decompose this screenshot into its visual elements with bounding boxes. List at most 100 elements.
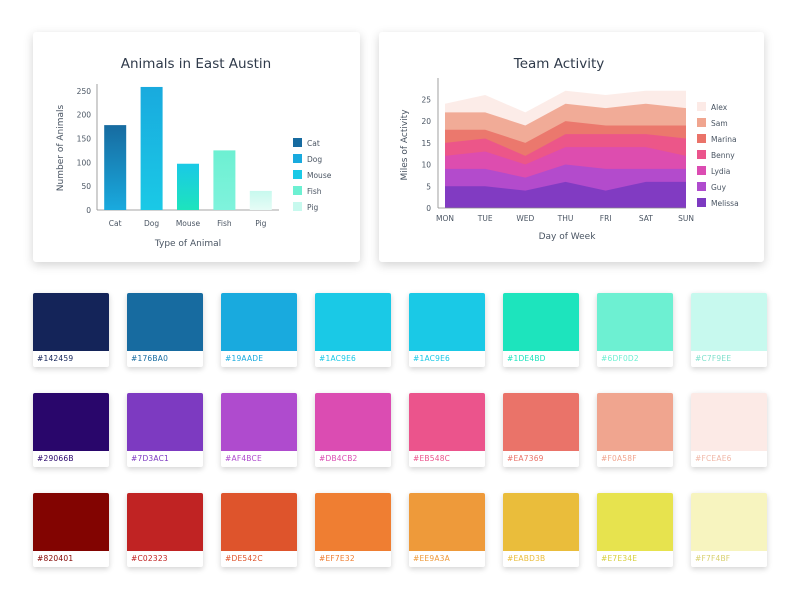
- legend-label: Melissa: [711, 199, 739, 208]
- color-swatch: #1AC9E6: [315, 293, 391, 367]
- swatch-hex-label: #176BA0: [131, 354, 169, 363]
- y-tick-label: 5: [426, 182, 431, 191]
- swatch-hex-label: #E7E34E: [601, 554, 638, 563]
- swatch-hex-label: #1AC9E6: [413, 354, 450, 363]
- swatch-hex-label: #7D3AC1: [131, 454, 170, 463]
- swatch-chip: [315, 393, 391, 451]
- color-swatch: #EABD3B: [503, 493, 579, 567]
- x-tick-label: Mouse: [176, 219, 201, 228]
- swatch-hex-label: #1AC9E6: [319, 354, 356, 363]
- swatch-hex-label: #1DE4BD: [507, 354, 546, 363]
- legend-swatch: [293, 186, 302, 195]
- swatch-hex-label: #F0A58F: [601, 454, 637, 463]
- color-swatch: #AF4BCE: [221, 393, 297, 467]
- bar-mouse: [177, 163, 199, 210]
- legend-swatch: [697, 166, 706, 175]
- y-tick-label: 0: [426, 204, 431, 213]
- color-swatch: #FCEAE6: [691, 393, 767, 467]
- x-tick-label: FRI: [600, 214, 612, 223]
- y-tick-label: 250: [77, 87, 92, 96]
- x-tick-label: SUN: [678, 214, 694, 223]
- bar-cat: [104, 125, 127, 210]
- legend-swatch: [293, 202, 302, 211]
- swatch-chip: [691, 393, 767, 451]
- color-swatch: #29066B: [33, 393, 109, 467]
- color-swatch: #7D3AC1: [127, 393, 203, 467]
- y-tick-label: 20: [421, 117, 431, 126]
- legend-label: Sam: [711, 119, 728, 128]
- color-swatch: #E7E34E: [597, 493, 673, 567]
- legend-label: Dog: [307, 155, 322, 164]
- swatch-hex-label: #C02323: [131, 554, 168, 563]
- x-tick-label: TUE: [477, 214, 493, 223]
- swatch-chip: [315, 493, 391, 551]
- color-swatch: #1AC9E6: [409, 293, 485, 367]
- legend-label: Cat: [307, 139, 320, 148]
- legend-label: Lydia: [711, 167, 730, 176]
- legend-swatch: [697, 198, 706, 207]
- color-swatch: #DB4CB2: [315, 393, 391, 467]
- color-swatch: #C7F9EE: [691, 293, 767, 367]
- swatch-chip: [221, 293, 297, 351]
- color-swatch: #820401: [33, 493, 109, 567]
- legend-swatch: [697, 182, 706, 191]
- legend-swatch: [293, 170, 302, 179]
- color-swatch: #6DF0D2: [597, 293, 673, 367]
- color-swatch: #19AADE: [221, 293, 297, 367]
- swatch-hex-label: #EABD3B: [507, 554, 546, 563]
- legend-swatch: [697, 102, 706, 111]
- swatch-hex-label: #C7F9EE: [695, 354, 732, 363]
- x-tick-label: WED: [516, 214, 534, 223]
- color-swatch: #F0A58F: [597, 393, 673, 467]
- x-tick-label: Fish: [217, 219, 232, 228]
- legend-label: Pig: [307, 203, 318, 212]
- bar-pig: [249, 190, 272, 210]
- area-chart-card: Team Activity 0 5 10 15 20 25 MON TUE WED THU FRI SA…: [379, 32, 764, 262]
- swatch-hex-label: #FCEAE6: [695, 454, 732, 463]
- x-tick-label: THU: [557, 214, 574, 223]
- y-tick-label: 0: [86, 206, 91, 215]
- color-swatch: #DE542C: [221, 493, 297, 567]
- swatch-chip: [221, 493, 297, 551]
- swatch-chip: [691, 493, 767, 551]
- color-swatch: #176BA0: [127, 293, 203, 367]
- swatch-hex-label: #19AADE: [225, 354, 264, 363]
- swatch-hex-label: #F7F4BF: [695, 554, 731, 563]
- swatch-hex-label: #29066B: [37, 454, 74, 463]
- swatch-chip: [127, 493, 203, 551]
- x-axis-label: Type of Animal: [154, 239, 221, 249]
- swatch-chip: [409, 493, 485, 551]
- legend-swatch: [697, 134, 706, 143]
- swatch-hex-label: #6DF0D2: [601, 354, 639, 363]
- color-swatch: #F7F4BF: [691, 493, 767, 567]
- y-tick-label: 10: [421, 161, 431, 170]
- x-tick-label: Pig: [255, 219, 266, 228]
- legend-label: Marina: [711, 135, 737, 144]
- swatch-hex-label: #EE9A3A: [413, 554, 450, 563]
- swatch-chip: [691, 293, 767, 351]
- color-swatch: #EA7369: [503, 393, 579, 467]
- legend-swatch: [293, 154, 302, 163]
- x-tick-label: Cat: [109, 219, 122, 228]
- color-swatch: #EB548C: [409, 393, 485, 467]
- y-tick-label: 25: [421, 95, 431, 104]
- swatch-chip: [33, 493, 109, 551]
- chart-title: Animals in East Austin: [121, 56, 271, 72]
- swatch-chip: [33, 293, 109, 351]
- swatch-hex-label: #DB4CB2: [319, 454, 358, 463]
- swatch-hex-label: #EA7369: [507, 454, 544, 463]
- y-tick-label: 15: [421, 139, 431, 148]
- swatch-hex-label: #142459: [37, 354, 74, 363]
- legend-label: Mouse: [307, 171, 332, 180]
- x-tick-label: MON: [436, 214, 454, 223]
- bar-dog: [140, 86, 163, 210]
- legend-label: Benny: [711, 151, 735, 160]
- y-tick-label: 200: [77, 111, 92, 120]
- x-axis-label: Day of Week: [539, 232, 597, 242]
- y-tick-label: 50: [81, 182, 91, 191]
- color-swatch: #1DE4BD: [503, 293, 579, 367]
- swatch-hex-label: #AF4BCE: [225, 454, 262, 463]
- legend-label: Alex: [711, 103, 728, 112]
- legend-swatch: [697, 118, 706, 127]
- y-axis-label: Number of Animals: [56, 105, 66, 192]
